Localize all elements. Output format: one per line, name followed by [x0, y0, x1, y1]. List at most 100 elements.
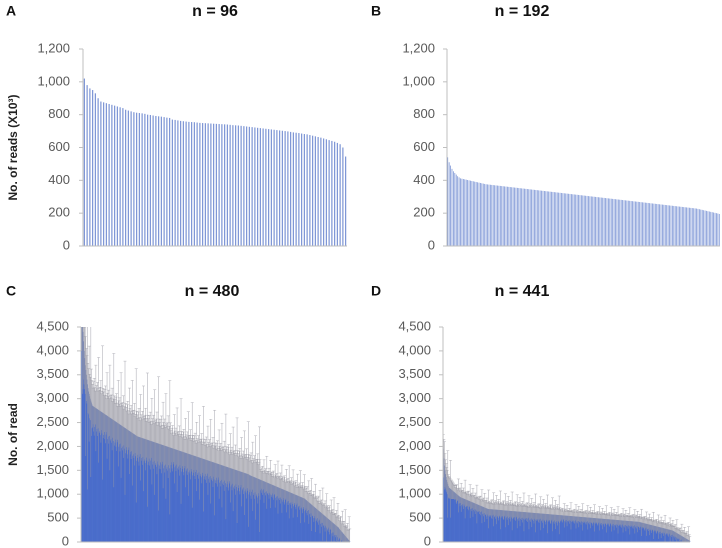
bar	[583, 517, 585, 542]
bar	[176, 449, 178, 542]
bar	[575, 516, 577, 542]
bar	[97, 409, 98, 542]
bar	[241, 471, 243, 542]
bar	[617, 520, 618, 542]
y-tick-label: 1,000	[37, 73, 70, 88]
bar	[172, 448, 174, 542]
bar	[647, 524, 649, 542]
bar	[91, 404, 93, 542]
bar	[246, 473, 248, 542]
bar	[501, 510, 502, 542]
bar	[315, 508, 317, 542]
bar	[616, 520, 618, 542]
bar	[246, 126, 248, 246]
bar	[628, 521, 630, 542]
bar	[153, 441, 155, 542]
bar	[125, 109, 127, 246]
bar	[262, 480, 264, 542]
y-tick-label: 200	[48, 205, 70, 220]
bar	[229, 467, 231, 542]
bar	[140, 437, 142, 542]
bar	[568, 193, 569, 246]
bar	[642, 202, 643, 246]
bar	[286, 491, 288, 542]
bar	[612, 198, 614, 246]
bar	[602, 518, 604, 542]
bar	[642, 522, 644, 542]
bar	[235, 125, 237, 246]
bar	[460, 178, 461, 246]
bar	[261, 480, 263, 542]
bar	[524, 512, 526, 542]
bar	[620, 520, 622, 542]
bar	[524, 188, 525, 246]
bar	[189, 454, 191, 542]
bar	[652, 525, 654, 542]
bar	[463, 498, 465, 542]
bar	[537, 513, 539, 542]
y-tick-label: 1,000	[402, 73, 435, 88]
bar	[307, 501, 309, 542]
bar	[199, 457, 200, 542]
bar	[502, 510, 504, 542]
bar	[120, 424, 121, 542]
bar	[527, 512, 529, 542]
bar	[115, 421, 116, 542]
bar	[152, 441, 154, 542]
bar	[280, 488, 282, 542]
bar	[119, 107, 121, 246]
bar	[261, 480, 263, 542]
bar	[443, 465, 445, 542]
bar	[147, 440, 149, 542]
bar	[443, 458, 445, 542]
bar	[136, 436, 138, 542]
bar	[566, 193, 568, 246]
bar	[222, 465, 224, 542]
bar	[95, 408, 97, 542]
bar	[700, 209, 702, 246]
bar	[548, 514, 550, 542]
bar	[506, 510, 508, 542]
bar	[129, 431, 131, 542]
bar	[276, 487, 278, 542]
bar	[457, 176, 459, 246]
bar	[482, 506, 483, 542]
bar	[626, 200, 628, 246]
bar	[289, 492, 291, 542]
bar	[507, 510, 509, 542]
bar	[163, 445, 165, 542]
bar	[114, 421, 116, 542]
bar	[496, 509, 497, 542]
bar	[292, 132, 294, 246]
bar	[320, 512, 322, 542]
bar	[247, 474, 249, 542]
bar	[447, 486, 449, 542]
bar	[610, 519, 612, 542]
bar	[453, 491, 455, 542]
bar	[273, 485, 275, 542]
plot-area	[447, 157, 720, 246]
chart-title: n = 441	[495, 283, 550, 300]
bar	[474, 503, 476, 542]
bar	[670, 530, 672, 542]
bar	[301, 133, 303, 246]
bar	[500, 510, 502, 542]
plot-area	[443, 434, 692, 542]
bar	[219, 464, 221, 542]
bar	[645, 523, 647, 542]
bar	[637, 521, 639, 542]
y-tick-label: 4,500	[398, 318, 431, 333]
bar	[525, 512, 527, 542]
bar	[467, 180, 469, 246]
bar	[330, 520, 332, 542]
bar	[671, 205, 673, 246]
bar	[542, 513, 544, 542]
bar	[592, 518, 594, 542]
bar	[83, 350, 85, 542]
bar	[623, 520, 625, 542]
y-tick-label: 1,500	[36, 462, 69, 477]
bar	[689, 207, 690, 246]
bar	[522, 511, 524, 542]
bar	[493, 509, 495, 542]
bar	[226, 124, 228, 246]
